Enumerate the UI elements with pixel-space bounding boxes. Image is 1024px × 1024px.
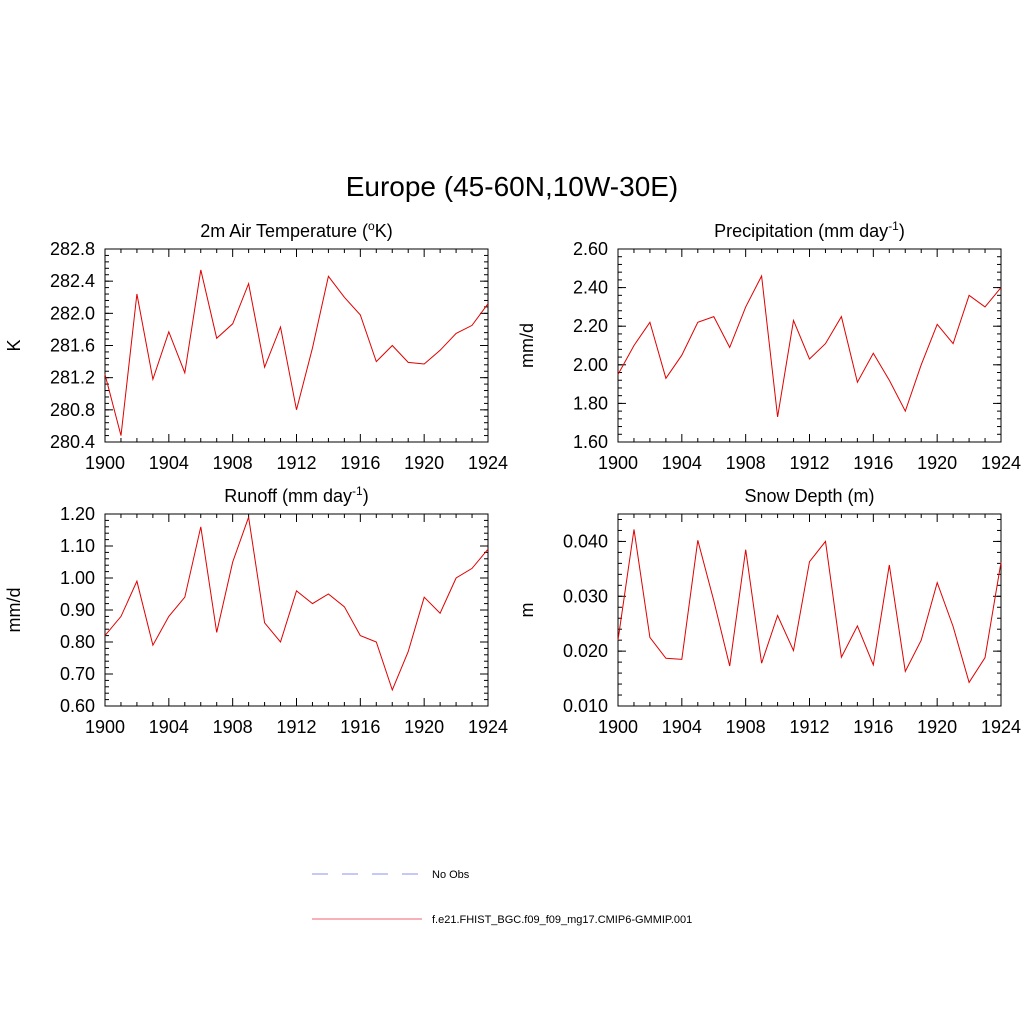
panel-title-main: Snow Depth (m) bbox=[744, 486, 874, 506]
x-tick-label: 1900 bbox=[85, 453, 125, 473]
x-tick-label: 1924 bbox=[468, 453, 508, 473]
panel-title-runoff: Runoff (mm day-1) bbox=[224, 484, 368, 506]
y-tick-label: 1.00 bbox=[60, 568, 95, 588]
y-tick-label: 281.2 bbox=[50, 368, 95, 388]
y-tick-label: 1.80 bbox=[573, 393, 608, 413]
legend-label: f.e21.FHIST_BGC.f09_f09_mg17.CMIP6-GMMIP… bbox=[432, 914, 692, 926]
x-tick-label: 1912 bbox=[276, 717, 316, 737]
x-tick-label: 1916 bbox=[340, 453, 380, 473]
y-tick-label: 280.4 bbox=[50, 432, 95, 452]
y-axis-label: K bbox=[4, 339, 24, 351]
x-tick-label: 1900 bbox=[598, 717, 638, 737]
plot-frame bbox=[104, 513, 489, 707]
plot-frame bbox=[617, 248, 1002, 443]
x-tick-label: 1920 bbox=[404, 717, 444, 737]
panel-title-main: 2m Air Temperature ( bbox=[200, 221, 368, 241]
x-tick-label: 1904 bbox=[662, 717, 702, 737]
panel-title-snow-depth: Snow Depth (m) bbox=[744, 486, 874, 506]
panel-title-sup: o bbox=[368, 219, 375, 233]
y-axis-label: mm/d bbox=[517, 323, 537, 368]
y-tick-label: 2.20 bbox=[573, 316, 608, 336]
x-tick-label: 1916 bbox=[853, 453, 893, 473]
panel-title-precipitation: Precipitation (mm day-1) bbox=[714, 219, 905, 241]
x-tick-label: 1916 bbox=[340, 717, 380, 737]
panel-title-main: Precipitation (mm day bbox=[714, 221, 888, 241]
panel-temperature: 2m Air Temperature (oK) 1900 1904 1908 1912 1… bbox=[4, 219, 508, 473]
series-line-runoff bbox=[104, 517, 489, 692]
y-tick-label: 282.4 bbox=[50, 271, 95, 291]
y-tick-label: 1.60 bbox=[573, 432, 608, 452]
panel-title-suffix: K) bbox=[375, 221, 393, 241]
x-tick-label: 1924 bbox=[981, 453, 1021, 473]
x-tick-label: 1904 bbox=[149, 717, 189, 737]
series-line-precipitation bbox=[617, 274, 1002, 417]
panel-snow-depth: Snow Depth (m) 1900 1904 1908 1912 1916 1920 19… bbox=[517, 486, 1021, 737]
main-title: Europe (45-60N,10W-30E) bbox=[346, 171, 679, 202]
x-tick-label: 1908 bbox=[726, 717, 766, 737]
plot-frame bbox=[104, 248, 489, 443]
y-tick-label: 0.020 bbox=[563, 641, 608, 661]
x-tick-label: 1924 bbox=[981, 717, 1021, 737]
panel-title-sup: -1 bbox=[888, 219, 899, 233]
x-tick-label: 1904 bbox=[149, 453, 189, 473]
x-tick-label: 1908 bbox=[213, 453, 253, 473]
y-tick-label: 0.030 bbox=[563, 586, 608, 606]
x-tick-label: 1912 bbox=[789, 717, 829, 737]
x-tick-label: 1912 bbox=[789, 453, 829, 473]
panel-title-suffix: ) bbox=[899, 221, 905, 241]
x-tick-label: 1920 bbox=[917, 717, 957, 737]
y-tick-label: 282.8 bbox=[50, 239, 95, 259]
x-tick-label: 1904 bbox=[662, 453, 702, 473]
y-tick-label: 281.6 bbox=[50, 336, 95, 356]
x-tick-label: 1908 bbox=[726, 453, 766, 473]
panel-title-sup: -1 bbox=[352, 484, 363, 498]
panel-precipitation: Precipitation (mm day-1) 1900 1904 1908 1912… bbox=[517, 219, 1021, 473]
x-tick-label: 1900 bbox=[598, 453, 638, 473]
y-tick-label: 2.00 bbox=[573, 355, 608, 375]
y-tick-label: 2.60 bbox=[573, 239, 608, 259]
y-tick-label: 0.010 bbox=[563, 696, 608, 716]
y-tick-label: 0.60 bbox=[60, 696, 95, 716]
y-tick-label: 1.10 bbox=[60, 536, 95, 556]
y-tick-label: 2.40 bbox=[573, 278, 608, 298]
y-tick-label: 0.90 bbox=[60, 600, 95, 620]
panel-title-temperature: 2m Air Temperature (oK) bbox=[200, 219, 392, 241]
x-tick-label: 1920 bbox=[917, 453, 957, 473]
legend-label: No Obs bbox=[432, 869, 470, 881]
x-tick-label: 1900 bbox=[85, 717, 125, 737]
panel-title-main: Runoff (mm day bbox=[224, 486, 352, 506]
panel-title-suffix: ) bbox=[363, 486, 369, 506]
y-tick-label: 282.0 bbox=[50, 303, 95, 323]
y-tick-label: 0.70 bbox=[60, 664, 95, 684]
x-tick-label: 1920 bbox=[404, 453, 444, 473]
y-tick-label: 1.20 bbox=[60, 504, 95, 524]
y-tick-label: 0.040 bbox=[563, 531, 608, 551]
x-tick-label: 1912 bbox=[276, 453, 316, 473]
y-axis-label: mm/d bbox=[4, 588, 24, 633]
y-axis-label: m bbox=[517, 603, 537, 618]
panel-runoff: Runoff (mm day-1) 1900 1904 1908 1912 1916 192… bbox=[4, 484, 508, 737]
series-line-temperature bbox=[104, 269, 489, 436]
legend: No Obs f.e21.FHIST_BGC.f09_f09_mg17.CMIP6… bbox=[312, 869, 692, 926]
y-tick-label: 0.80 bbox=[60, 632, 95, 652]
y-tick-label: 280.8 bbox=[50, 400, 95, 420]
x-tick-label: 1924 bbox=[468, 717, 508, 737]
plot-frame bbox=[617, 513, 1002, 707]
x-tick-label: 1916 bbox=[853, 717, 893, 737]
x-tick-label: 1908 bbox=[213, 717, 253, 737]
series-line-snow-depth bbox=[617, 529, 1002, 684]
